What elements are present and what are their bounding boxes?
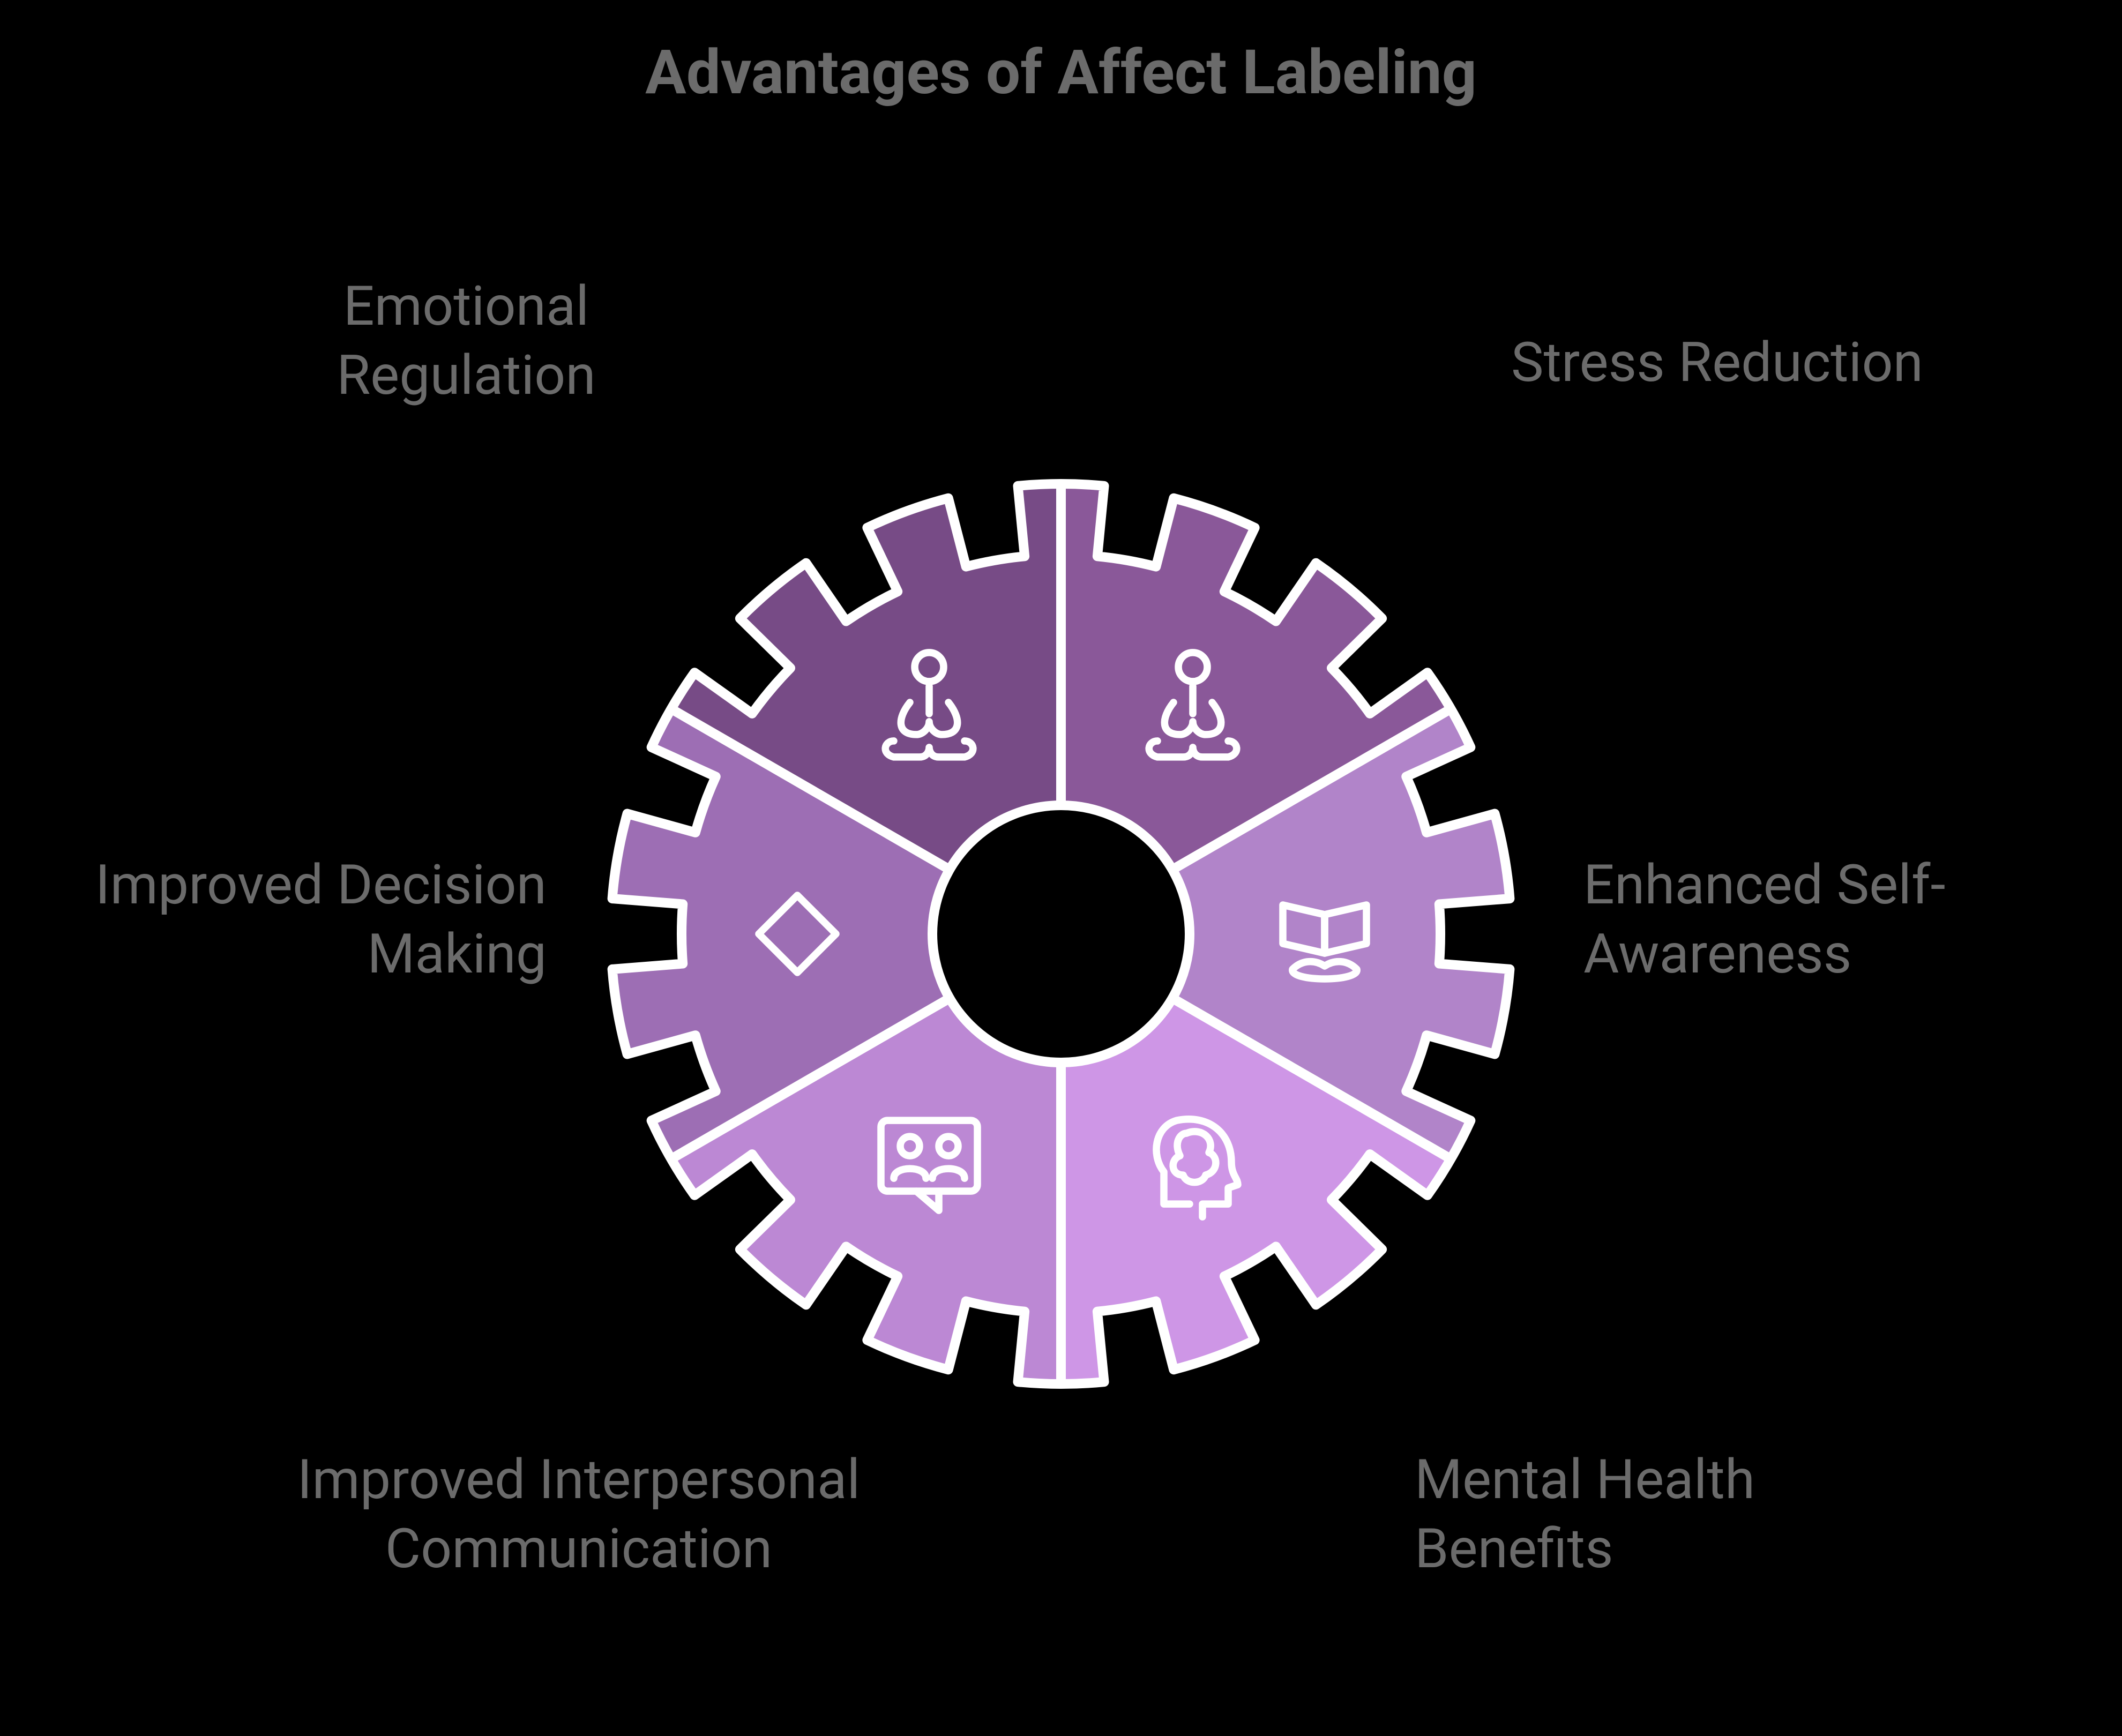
segment-label-improved-interpersonal-communication: Improved Interpersonal Communication — [289, 1447, 868, 1583]
page-title: Advantages of Affect Labeling — [0, 39, 2122, 109]
segment-label-improved-decision-making: Improved Decision Making — [48, 852, 547, 989]
segment-label-mental-health-benefits: Mental Health Benefits — [1415, 1447, 1897, 1583]
segment-label-emotional-regulation: Emotional Regulation — [241, 273, 691, 410]
segment-label-enhanced-self-awareness: Enhanced Self-Awareness — [1583, 852, 2066, 989]
gear-diagram — [547, 420, 1575, 1455]
gear-center-hole — [932, 806, 1190, 1063]
segment-label-stress-reduction: Stress Reduction — [1511, 330, 2026, 398]
